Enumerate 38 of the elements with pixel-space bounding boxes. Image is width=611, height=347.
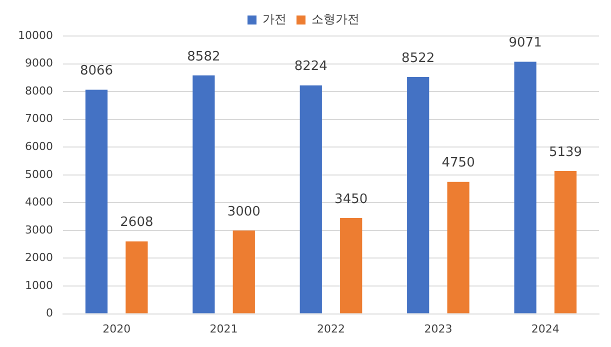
bar	[85, 90, 108, 314]
y-tick-label: 5000	[24, 168, 53, 181]
data-label: 3450	[334, 192, 368, 207]
bar	[514, 62, 536, 314]
y-tick-label: 7000	[24, 112, 53, 126]
x-tick-label: 2023	[424, 322, 452, 336]
bar	[300, 85, 322, 314]
y-tick-label: 10000	[18, 28, 53, 42]
y-tick-label: 9000	[24, 56, 53, 70]
bar	[554, 171, 577, 314]
y-tick-label: 0	[46, 306, 53, 320]
data-label: 2608	[120, 215, 154, 230]
data-label: 8066	[80, 64, 114, 79]
data-label: 3000	[227, 204, 260, 220]
y-tick-label: 3000	[24, 223, 53, 236]
legend-label: 소형가전	[312, 12, 360, 26]
data-label: 8224	[294, 59, 328, 74]
data-label: 8522	[402, 50, 435, 66]
x-tick-label: 2024	[531, 322, 560, 336]
data-label: 8582	[187, 49, 220, 64]
bar	[126, 241, 148, 314]
y-tick-label: 6000	[24, 140, 53, 153]
data-label: 4750	[442, 156, 475, 171]
bar	[447, 182, 470, 314]
x-tick-label: 2022	[316, 322, 345, 336]
bar	[407, 77, 430, 314]
x-tick-label: 2020	[102, 322, 131, 336]
bar	[192, 75, 215, 314]
bar	[232, 230, 255, 314]
y-tick-label: 8000	[24, 84, 53, 98]
y-tick-label: 2000	[24, 251, 53, 264]
bar	[340, 218, 362, 314]
y-tick-label: 1000	[24, 278, 53, 292]
y-tick-label: 4000	[24, 196, 53, 209]
data-label: 9071	[508, 36, 542, 51]
legend-label: 가전	[262, 12, 286, 26]
data-label: 5139	[548, 144, 582, 160]
x-tick-label: 2021	[210, 322, 238, 336]
